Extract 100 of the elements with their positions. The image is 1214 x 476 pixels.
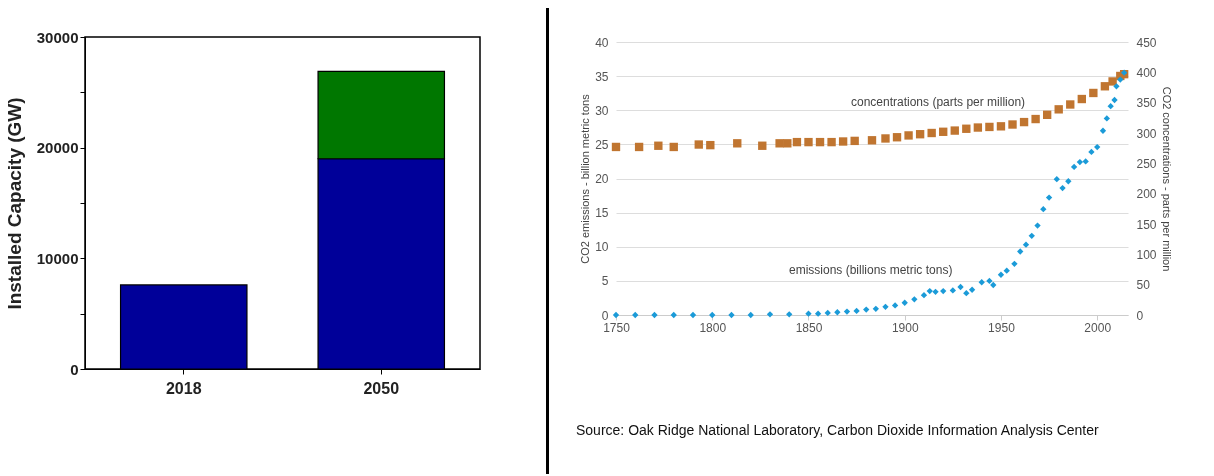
y-tick-label: 10000: [36, 249, 79, 267]
point: [804, 137, 813, 147]
series-label: concentrations (parts per million): [851, 94, 1026, 111]
point: [881, 134, 890, 143]
y2-tick-label: 0: [1136, 308, 1144, 323]
y2-tick-label: 300: [1136, 126, 1157, 141]
x-tick-label: 1800: [699, 320, 727, 335]
point: [963, 290, 970, 297]
point: [654, 141, 663, 150]
x-tick-label: 1750: [603, 320, 631, 335]
point: [1070, 163, 1078, 171]
point: [901, 299, 908, 306]
point: [997, 271, 1005, 278]
point: [611, 142, 621, 152]
point: [1028, 232, 1035, 239]
point: [634, 142, 644, 152]
point: [1034, 222, 1041, 229]
x-tick-label: 2018: [165, 379, 202, 397]
x-tick-label: 2050: [363, 379, 400, 397]
point: [709, 311, 716, 319]
point: [834, 309, 841, 316]
point: [814, 310, 822, 317]
point: [863, 306, 870, 313]
point: [1108, 77, 1117, 86]
point: [1019, 117, 1029, 127]
point: [891, 302, 899, 309]
y-tick-label: 30000: [36, 28, 79, 46]
point: [926, 287, 933, 295]
point: [775, 139, 784, 148]
point: [792, 137, 802, 147]
point: [1059, 184, 1066, 192]
point: [706, 140, 715, 150]
point: [978, 279, 985, 286]
point: [1113, 83, 1120, 90]
point: [1053, 176, 1060, 183]
point: [1099, 127, 1107, 134]
point: [927, 128, 936, 138]
point: [783, 139, 792, 148]
point: [824, 309, 831, 317]
point: [915, 130, 925, 139]
point: [872, 305, 880, 313]
point: [911, 296, 918, 303]
point: [996, 122, 1006, 131]
y-tick-label: 30: [595, 103, 609, 118]
point: [1042, 110, 1052, 119]
point: [962, 124, 971, 133]
y-tick-label: 5: [601, 274, 609, 289]
y2-tick-label: 250: [1136, 156, 1157, 171]
source-note: Source: Oak Ridge National Laboratory, Carbon Dioxide Information Analysis Center: [576, 421, 1100, 440]
point: [950, 126, 959, 135]
point: [1107, 102, 1114, 110]
point: [1088, 148, 1095, 156]
y2-tick-label: 400: [1136, 65, 1157, 80]
y-tick-label: 15: [595, 206, 609, 221]
y-axis-title: Installed Capacity (GW): [3, 97, 25, 310]
point: [1094, 143, 1101, 151]
point: [843, 308, 851, 315]
point: [920, 292, 928, 299]
point: [1082, 158, 1089, 165]
y-tick-label: 20: [595, 172, 609, 186]
y-tick-label: 35: [595, 69, 609, 84]
y2-tick-label: 450: [1136, 35, 1157, 50]
x-tick-label: 1900: [891, 320, 919, 335]
point: [990, 281, 997, 289]
x-tick-label: 2000: [1084, 320, 1112, 335]
point: [733, 139, 742, 148]
point: [1022, 241, 1030, 248]
point: [957, 283, 964, 291]
point: [651, 311, 658, 319]
point: [827, 137, 836, 147]
point: [986, 277, 993, 285]
point: [815, 137, 825, 147]
point: [882, 303, 889, 310]
y-tick-label: 40: [595, 35, 609, 50]
y-tick-label: 0: [601, 308, 609, 323]
point: [694, 140, 703, 149]
point: [1066, 100, 1075, 109]
y2-tick-label: 150: [1136, 217, 1157, 232]
point: [766, 311, 774, 318]
y2-axis-title: CO2 concentrations - parts per million: [1160, 86, 1173, 272]
point: [1054, 105, 1063, 114]
point: [1076, 158, 1084, 166]
point: [904, 131, 913, 140]
point: [747, 311, 754, 319]
point: [1103, 115, 1110, 122]
point: [1089, 88, 1098, 98]
point: [932, 288, 939, 295]
point: [973, 123, 983, 132]
point: [786, 311, 793, 318]
point: [758, 141, 767, 150]
y2-tick-label: 50: [1136, 278, 1151, 293]
point: [805, 310, 812, 317]
point: [1040, 206, 1047, 213]
point: [728, 311, 735, 319]
point: [1065, 178, 1072, 185]
point: [850, 136, 859, 146]
point: [949, 287, 956, 294]
point: [1011, 260, 1018, 267]
point: [968, 286, 976, 293]
point: [1117, 76, 1124, 83]
